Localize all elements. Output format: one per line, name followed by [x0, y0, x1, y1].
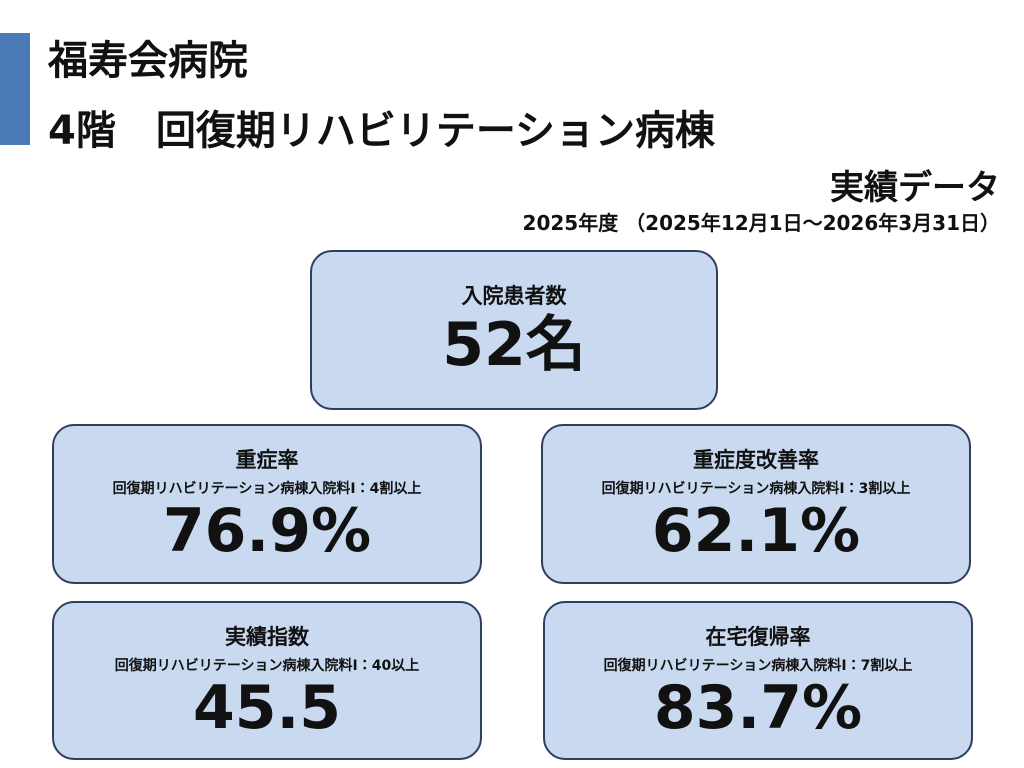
card: 重症度改善率 回復期リハビリテーション病棟入院料Ⅰ：3割以上 62.1% [541, 424, 971, 584]
card-note: 回復期リハビリテーション病棟入院料Ⅰ：3割以上 [601, 481, 911, 497]
card-label: 重症度改善率 [693, 448, 819, 472]
card-note: 回復期リハビリテーション病棟入院料Ⅰ：7割以上 [603, 658, 913, 674]
card: 在宅復帰率 回復期リハビリテーション病棟入院料Ⅰ：7割以上 83.7% [543, 601, 973, 760]
card-value: 52名 [442, 310, 586, 380]
card-label: 入院患者数 [461, 284, 567, 308]
hospital-name: 福寿会病院 [48, 38, 248, 84]
card-label: 重症率 [235, 448, 299, 472]
card-note: 回復期リハビリテーション病棟入院料Ⅰ：4割以上 [112, 481, 422, 497]
ward-name: 4階 回復期リハビリテーション病棟 [48, 108, 716, 154]
period: 2025年度 （2025年12月1日～2026年3月31日） [522, 211, 1000, 235]
accent-bar [0, 33, 30, 145]
card-label: 実績指数 [225, 625, 309, 649]
card-value: 62.1% [651, 496, 861, 566]
card-note: 回復期リハビリテーション病棟入院料Ⅰ：40以上 [114, 658, 420, 674]
card: 実績指数 回復期リハビリテーション病棟入院料Ⅰ：40以上 45.5 [52, 601, 482, 760]
subtitle: 実績データ [830, 168, 1000, 208]
card-value: 83.7% [653, 673, 863, 743]
card-label: 在宅復帰率 [705, 625, 811, 649]
card-value: 76.9% [162, 496, 372, 566]
card: 重症率 回復期リハビリテーション病棟入院料Ⅰ：4割以上 76.9% [52, 424, 482, 584]
card: 入院患者数 52名 [310, 250, 718, 410]
card-value: 45.5 [192, 673, 342, 743]
